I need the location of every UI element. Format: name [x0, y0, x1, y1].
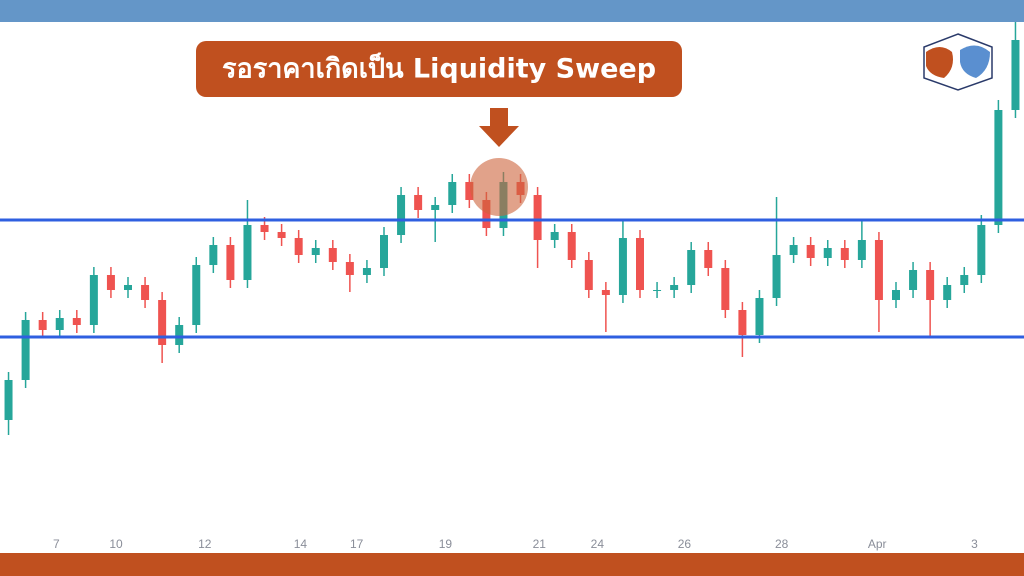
candle-body — [721, 268, 730, 310]
logo — [923, 33, 993, 91]
candle-body — [21, 320, 30, 380]
x-tick-label: Apr — [868, 537, 887, 551]
candle-body — [892, 290, 900, 300]
candle-body — [243, 225, 252, 280]
annotation-box — [196, 41, 682, 97]
candle-body — [806, 245, 815, 258]
candle-body — [277, 232, 286, 238]
candle-body — [328, 248, 337, 262]
candle-body — [636, 238, 644, 290]
candle-body — [840, 248, 849, 260]
candle-body — [362, 268, 371, 275]
candle-body — [192, 265, 201, 325]
candle-body — [397, 195, 406, 235]
bottom-banner — [0, 553, 1024, 576]
candle-body — [909, 270, 918, 290]
candle-body — [960, 275, 969, 285]
annotation: รอราคาเกิดเป็น Liquidity Sweep — [222, 51, 656, 85]
candle-body — [738, 310, 747, 335]
x-tick-label: 10 — [109, 537, 123, 551]
candle-body — [550, 232, 559, 240]
candle-body — [926, 270, 935, 300]
candle-body — [482, 200, 491, 228]
candle-body — [431, 205, 440, 210]
candle-body — [106, 275, 115, 290]
candle-body — [55, 318, 64, 330]
candle-body — [567, 232, 576, 260]
x-tick-label: 21 — [533, 537, 547, 551]
candle-body — [789, 245, 798, 255]
candle-body — [260, 225, 269, 232]
candle-body — [465, 182, 474, 200]
candle-body — [670, 285, 679, 290]
highlight-circle — [470, 158, 528, 216]
candle-body — [175, 325, 184, 345]
x-tick-label: 19 — [439, 537, 453, 551]
candle-body — [294, 238, 303, 255]
x-tick-label: 7 — [53, 537, 60, 551]
candle-body — [618, 238, 627, 295]
x-tick-label: 17 — [350, 537, 364, 551]
candle-body — [857, 240, 866, 260]
x-tick-label: 12 — [198, 537, 212, 551]
candle-body — [72, 318, 81, 325]
candle-body — [823, 248, 832, 258]
candle-body — [533, 195, 542, 240]
candle-body — [943, 285, 952, 300]
candle-body — [89, 275, 98, 325]
candle-body — [772, 255, 781, 298]
x-tick-label: 24 — [591, 537, 605, 551]
candle-body — [687, 250, 696, 285]
candle-body — [601, 290, 610, 295]
candle-body — [653, 290, 662, 291]
top-banner — [0, 0, 1024, 22]
x-tick-label: 3 — [971, 537, 978, 551]
candle-body — [704, 250, 713, 268]
candle-body — [414, 195, 423, 210]
candle-body — [380, 235, 388, 268]
x-tick-label: 14 — [294, 537, 308, 551]
candle-body — [4, 380, 13, 420]
x-tick-label: 28 — [775, 537, 789, 551]
candle-body — [141, 285, 150, 300]
candle-body — [874, 240, 883, 300]
candle-body — [158, 300, 167, 345]
candle-body — [345, 262, 354, 275]
arrow — [479, 108, 519, 147]
candle-body — [209, 245, 218, 265]
candle-body — [977, 225, 986, 275]
plot: 7 10 12 14 17 19 21 24 26 28 Apr 3 — [0, 22, 1024, 551]
candle-body — [994, 110, 1003, 225]
candle-body — [226, 245, 235, 280]
candle-body — [584, 260, 593, 290]
candle-body — [38, 320, 47, 330]
candle-body — [1011, 40, 1020, 110]
x-tick-label: 26 — [678, 537, 692, 551]
candle-body — [124, 285, 132, 290]
candle-body — [755, 298, 764, 335]
candle-body — [311, 248, 320, 255]
candle-body — [448, 182, 457, 205]
